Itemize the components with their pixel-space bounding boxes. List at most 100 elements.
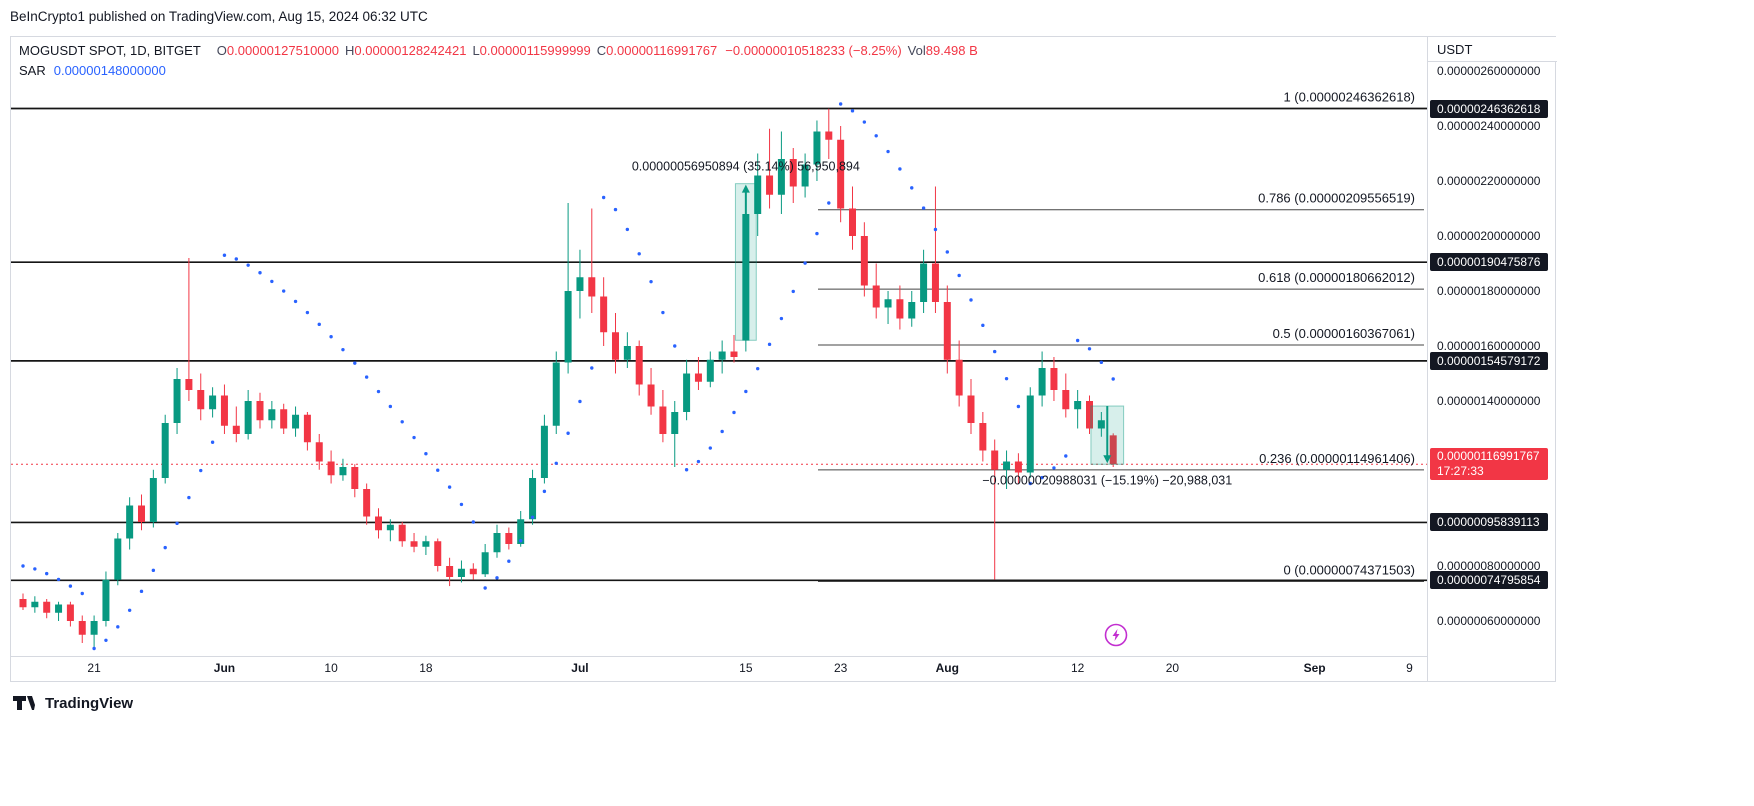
sar-dot bbox=[376, 389, 381, 394]
sar-dot bbox=[601, 195, 606, 200]
candle-body bbox=[908, 302, 916, 319]
candle-body bbox=[849, 208, 856, 236]
candle-body bbox=[659, 406, 667, 434]
sar-dot bbox=[199, 468, 203, 473]
sar-dot bbox=[1075, 338, 1080, 343]
sar-dot bbox=[1052, 466, 1056, 470]
magic-wand-icon[interactable] bbox=[1104, 623, 1128, 647]
sar-dot bbox=[542, 489, 547, 494]
candle-body bbox=[1026, 395, 1034, 473]
time-axis-label[interactable]: Jul bbox=[571, 661, 589, 675]
price-line-badge: 0.00000246362618 bbox=[1430, 99, 1548, 118]
candle-body bbox=[540, 425, 548, 478]
time-axis-label[interactable]: 18 bbox=[419, 661, 433, 675]
sar-dot bbox=[684, 468, 689, 472]
price-axis-separator[interactable] bbox=[1427, 37, 1428, 681]
time-axis-label[interactable]: 10 bbox=[324, 661, 338, 675]
time-axis-label[interactable]: 12 bbox=[1070, 661, 1085, 675]
candle-body bbox=[375, 516, 382, 531]
sar-dot bbox=[1016, 404, 1021, 409]
price-axis-label: 0.00000060000000 bbox=[1437, 614, 1541, 628]
sar-dot bbox=[436, 468, 440, 472]
candle-body bbox=[481, 552, 489, 575]
sar-dot bbox=[649, 279, 653, 284]
sar-dot bbox=[424, 451, 428, 456]
sar-dot bbox=[898, 167, 902, 171]
sar-dot bbox=[293, 299, 298, 304]
measurement-layer: 0.00000056950894 (35.14%) 56,950,894 −0.0… bbox=[632, 160, 1232, 488]
candle-body bbox=[138, 505, 145, 522]
fib-label: 0.236 (0.00000114961406) bbox=[1259, 451, 1415, 466]
sar-dot bbox=[530, 515, 535, 520]
sar-dot bbox=[92, 646, 96, 651]
sar-dot bbox=[625, 227, 630, 232]
price-axis[interactable]: 0.00000260000000 0.00000240000000 0.000002… bbox=[1428, 37, 1557, 656]
candle-body bbox=[90, 621, 98, 635]
high-label: H bbox=[344, 43, 355, 58]
candle-body bbox=[244, 401, 252, 434]
candles-layer bbox=[19, 108, 1117, 648]
candle-body bbox=[872, 285, 880, 308]
change-value: −0.00000010518233 (−8.25%) bbox=[725, 43, 902, 58]
candle-body bbox=[825, 131, 833, 140]
candle-body bbox=[931, 263, 939, 302]
sar-dot bbox=[210, 440, 215, 444]
sar-dot bbox=[447, 485, 452, 489]
candle-body bbox=[126, 505, 134, 539]
legend-indicator-row: SAR 0.00000148000000 bbox=[19, 61, 978, 81]
time-axis-label[interactable]: 15 bbox=[739, 661, 753, 675]
candle-body bbox=[434, 541, 442, 566]
candle-body bbox=[623, 346, 631, 360]
close-value: 0.00000116991767 bbox=[606, 43, 718, 58]
chart-legend: MOGUSDT SPOT, 1D, BITGET O0.0000012751000… bbox=[19, 41, 978, 81]
time-axis-label[interactable]: 21 bbox=[87, 661, 101, 675]
price-axis-label: 0.00000140000000 bbox=[1437, 394, 1541, 408]
sar-dot bbox=[696, 459, 701, 464]
candle-body bbox=[801, 164, 809, 187]
sar-dot bbox=[578, 399, 582, 404]
symbol-title[interactable]: MOGUSDT SPOT, 1D, BITGET bbox=[19, 43, 201, 58]
horizontal-lines-layer bbox=[11, 107, 1427, 582]
last-price-badge[interactable]: 0.00000116991767 17:27:33 bbox=[1430, 448, 1548, 481]
candle-body bbox=[173, 379, 181, 423]
fib-label: 0.786 (0.00000209556519) bbox=[1258, 191, 1415, 206]
sar-dot bbox=[886, 149, 890, 154]
candle-body bbox=[161, 423, 169, 478]
candle-body bbox=[694, 373, 702, 382]
fibonacci-layer: 1 (0.00000246362618) 0.786 (0.00000209556… bbox=[818, 90, 1424, 582]
sar-dot bbox=[838, 102, 843, 106]
indicator-name[interactable]: SAR bbox=[19, 63, 46, 78]
candle-body bbox=[457, 568, 465, 577]
time-axis-separator[interactable] bbox=[11, 656, 1427, 657]
candle-body bbox=[66, 604, 74, 621]
price-chart[interactable]: 1 (0.00000246362618) 0.786 (0.00000209556… bbox=[11, 37, 1427, 656]
time-axis-label[interactable]: 9 bbox=[1406, 661, 1413, 675]
sar-dot bbox=[341, 347, 345, 352]
candle-body bbox=[315, 442, 323, 462]
sar-dot bbox=[673, 344, 677, 348]
sar-dot bbox=[779, 316, 784, 321]
sar-dot bbox=[459, 502, 464, 507]
time-axis[interactable]: 21 Jun 10 18 Jul 15 23 Aug 12 20 Sep 9 bbox=[11, 659, 1427, 681]
quote-currency-label[interactable]: USDT bbox=[1428, 37, 1557, 62]
time-axis-label[interactable]: Sep bbox=[1303, 661, 1326, 675]
tradingview-logo-icon[interactable] bbox=[12, 692, 38, 714]
sar-dot bbox=[720, 429, 724, 434]
time-axis-label[interactable]: Jun bbox=[213, 661, 236, 675]
candle-body bbox=[1086, 401, 1093, 429]
candle-body bbox=[363, 489, 371, 517]
candle-body bbox=[718, 351, 726, 360]
time-axis-label[interactable]: 20 bbox=[1165, 661, 1180, 675]
candle-body bbox=[529, 478, 537, 520]
sar-dot bbox=[68, 584, 73, 588]
sar-dot bbox=[305, 310, 310, 315]
candle-body bbox=[114, 538, 122, 580]
time-axis-label[interactable]: Aug bbox=[935, 661, 959, 675]
sar-dot bbox=[495, 576, 499, 580]
sar-dot bbox=[388, 404, 393, 409]
sar-dot bbox=[364, 375, 369, 379]
candle-body bbox=[920, 263, 928, 302]
sar-dot bbox=[756, 366, 760, 371]
candle-body bbox=[647, 384, 655, 407]
time-axis-label[interactable]: 23 bbox=[833, 661, 848, 675]
